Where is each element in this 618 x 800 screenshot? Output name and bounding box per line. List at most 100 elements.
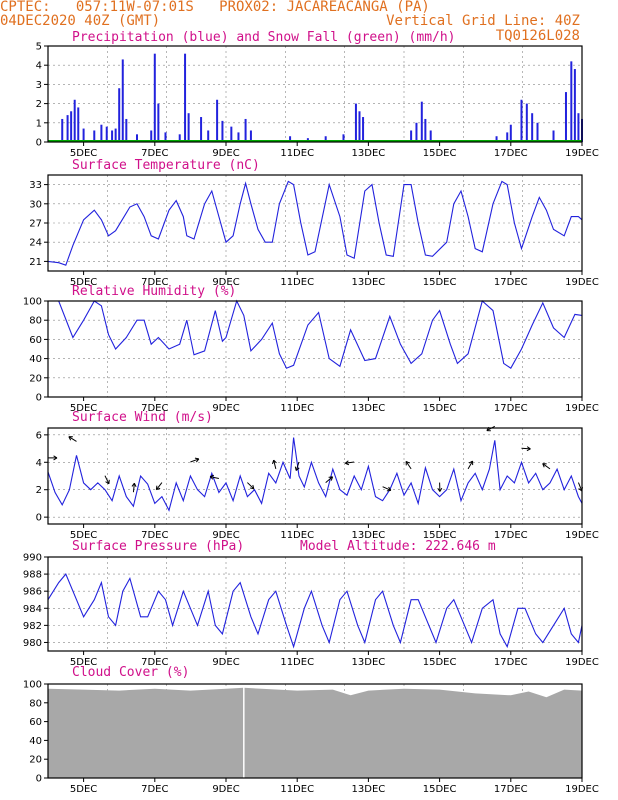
header-model-id: TQ0126L028	[495, 28, 580, 44]
xtick-label-wind: 13DEC	[352, 530, 386, 541]
wind-arrow-head	[194, 457, 200, 463]
precip-bar	[118, 88, 121, 142]
precip-bar	[324, 136, 327, 142]
ytick-label-temp: 27	[29, 219, 42, 230]
precip-bar	[573, 69, 576, 142]
wind-arrow-head	[209, 474, 215, 480]
wind-arrow	[542, 463, 551, 470]
header-date: 04DEC2020 40Z (GMT)	[0, 13, 161, 29]
ytick-label-cloud: 0	[36, 774, 42, 785]
xtick-label-precip: 5DEC	[70, 148, 97, 159]
ytick-label-temp: 24	[29, 238, 42, 249]
xtick-label-temp: 5DEC	[70, 277, 97, 288]
wind-arrow-head	[386, 486, 392, 492]
xtick-label-temp: 13DEC	[352, 277, 386, 288]
precip-bar	[216, 99, 219, 142]
xtick-label-temp: 9DEC	[212, 277, 239, 288]
wind-arrow-head	[344, 460, 350, 466]
xtick-label-rh: 7DEC	[141, 403, 168, 414]
ytick-label-press: 982	[23, 621, 42, 632]
xtick-label-cloud: 13DEC	[352, 784, 386, 795]
precip-bar	[70, 111, 73, 142]
precip-bar	[429, 130, 432, 142]
precip-bar	[184, 53, 187, 142]
ytick-label-cloud: 60	[29, 717, 42, 728]
precip-bar	[178, 134, 181, 142]
frame-cloud	[47, 683, 583, 779]
title-cloud: Cloud Cover (%)	[72, 665, 190, 680]
xtick-label-precip: 17DEC	[494, 148, 528, 159]
ytick-label-cloud: 40	[29, 736, 42, 747]
precip-bar	[136, 134, 138, 142]
title-rh: Relative Humidity (%)	[72, 284, 237, 299]
ytick-label-press: 980	[23, 638, 42, 649]
ytick-label-precip: 2	[36, 99, 42, 110]
wind-arrow-head	[405, 460, 410, 466]
ytick-label-rh: 40	[29, 354, 42, 365]
ytick-label-cloud: 100	[23, 680, 42, 691]
wind-arrow	[325, 476, 333, 483]
xtick-label-rh: 15DEC	[423, 403, 457, 414]
precip-bar	[506, 132, 509, 142]
xtick-label-wind: 5DEC	[70, 530, 97, 541]
ytick-label-press: 984	[23, 604, 42, 615]
xtick-label-rh: 9DEC	[212, 403, 239, 414]
xtick-label-temp: 17DEC	[494, 277, 528, 288]
wind-arrow-head	[131, 482, 137, 488]
xtick-label-wind: 15DEC	[423, 530, 457, 541]
xtick-label-press: 9DEC	[212, 657, 239, 668]
xtick-label-cloud: 9DEC	[212, 784, 239, 795]
ytick-label-rh: 0	[36, 393, 42, 404]
precip-bar	[495, 136, 498, 142]
precip-bar	[200, 117, 203, 142]
xtick-label-wind: 9DEC	[212, 530, 239, 541]
ytick-label-rh: 100	[23, 297, 42, 308]
xtick-label-rh: 13DEC	[352, 403, 386, 414]
ytick-label-temp: 21	[29, 257, 42, 268]
xtick-label-press: 17DEC	[494, 657, 528, 668]
ytick-label-cloud: 80	[29, 698, 42, 709]
wind-arrow	[405, 461, 412, 470]
precip-bar	[100, 124, 103, 142]
precip-bar	[93, 130, 96, 142]
wind-arrow	[104, 475, 110, 485]
wind-arrow-head	[249, 484, 255, 490]
xtick-label-temp: 11DEC	[280, 277, 314, 288]
xtick-label-rh: 19DEC	[565, 403, 599, 414]
xtick-label-precip: 7DEC	[141, 148, 168, 159]
precip-bar	[536, 122, 539, 142]
precip-bar	[114, 128, 117, 142]
wind-arrow-head	[526, 446, 531, 452]
ytick-label-temp: 30	[29, 199, 42, 210]
xtick-label-precip: 19DEC	[565, 148, 599, 159]
header-line1: CPTEC: 057:11W-07:01S PROX02: JACAREACAN…	[0, 0, 430, 15]
wind-arrow	[190, 458, 200, 463]
xtick-label-press: 7DEC	[141, 657, 168, 668]
header-grid-note: Vertical Grid Line: 40Z	[386, 13, 580, 29]
press-line	[47, 573, 583, 649]
xtick-label-cloud: 17DEC	[494, 784, 528, 795]
wind-arrow	[467, 460, 474, 470]
ytick-label-wind: 0	[36, 513, 42, 524]
wind-arrow-head	[272, 459, 277, 465]
wind-arrow	[577, 482, 583, 492]
precip-bar	[121, 59, 124, 142]
wind-arrow	[132, 483, 135, 493]
frame-precip	[47, 45, 583, 143]
precip-bar	[424, 118, 427, 142]
precip-bar	[164, 132, 167, 142]
precip-bar	[552, 130, 555, 142]
xtick-label-precip: 9DEC	[212, 148, 239, 159]
wind-arrow-head	[437, 487, 443, 492]
precip-bar	[105, 126, 108, 142]
wind-arrow	[521, 447, 531, 450]
wind-arrow-head	[105, 479, 110, 485]
wind-arrow	[68, 436, 77, 442]
precip-bar	[289, 136, 292, 142]
rh-line	[48, 299, 583, 369]
precip-bar	[230, 126, 233, 142]
precip-bar	[82, 128, 85, 142]
precip-bar	[410, 130, 413, 142]
precip-bar	[358, 111, 361, 142]
